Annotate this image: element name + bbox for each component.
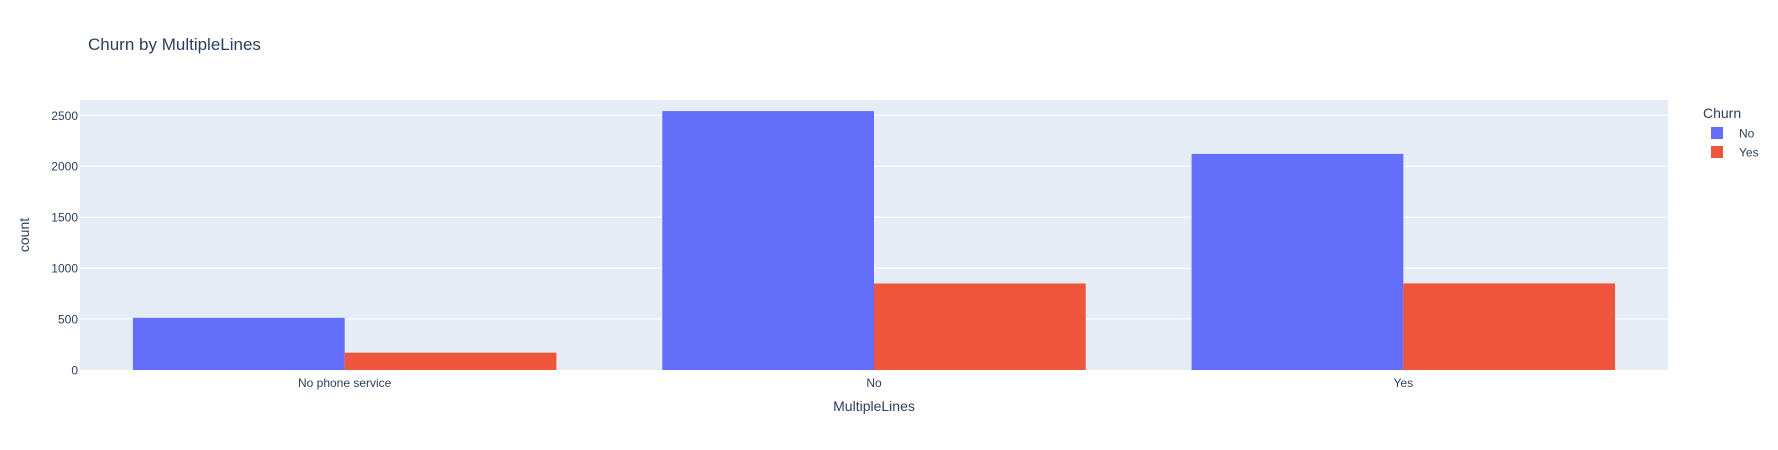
y-axis-label: count (16, 218, 32, 252)
legend: Churn No Yes (1703, 105, 1759, 160)
legend-label-yes: Yes (1739, 146, 1759, 160)
x-tick-label: No phone service (298, 376, 392, 390)
bar-no-3[interactable] (1191, 153, 1404, 370)
x-tick-label: Yes (1394, 376, 1414, 390)
bar-no-2[interactable] (662, 111, 874, 371)
x-axis-label: MultipleLines (833, 398, 915, 414)
y-tick-label: 0 (71, 364, 78, 378)
y-tick-label: 1500 (51, 211, 78, 225)
chart-title: Churn by MultipleLines (88, 35, 261, 54)
bar-yes-1[interactable] (344, 352, 557, 370)
legend-label-no: No (1739, 127, 1755, 141)
y-tick-label: 2000 (51, 160, 78, 174)
legend-swatch-yes[interactable] (1711, 146, 1723, 158)
y-tick-label: 2500 (51, 109, 78, 123)
bar-yes-3[interactable] (1403, 283, 1616, 370)
legend-title: Churn (1703, 105, 1741, 121)
x-tick-labels: No phone service No Yes (298, 376, 1413, 390)
x-tick-label: No (866, 376, 882, 390)
bar-no-1[interactable] (132, 317, 345, 370)
y-tick-labels: 0 500 1000 1500 2000 2500 (51, 109, 78, 378)
bar-yes-2[interactable] (874, 283, 1086, 370)
legend-swatch-no[interactable] (1711, 127, 1723, 139)
bars[interactable] (132, 111, 1616, 371)
y-tick-label: 500 (58, 313, 78, 327)
y-tick-label: 1000 (51, 262, 78, 276)
